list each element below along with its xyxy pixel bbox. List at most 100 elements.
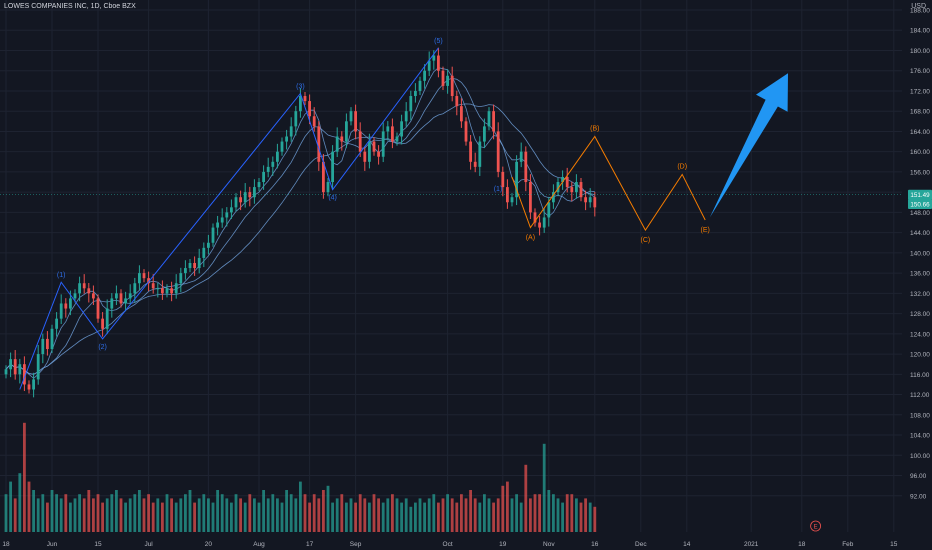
candle-body[interactable] <box>524 151 528 183</box>
candle-body[interactable] <box>202 247 206 258</box>
impulse-wave-line[interactable] <box>19 47 439 390</box>
candle-body[interactable] <box>473 161 477 167</box>
candle-body[interactable] <box>395 136 399 142</box>
candle-body[interactable] <box>179 273 183 284</box>
candle-body[interactable] <box>82 283 86 289</box>
candle-body[interactable] <box>446 75 449 86</box>
candle-body[interactable] <box>225 212 229 218</box>
candle-body[interactable] <box>372 141 376 152</box>
candle-body[interactable] <box>593 197 597 208</box>
candle-body[interactable] <box>59 303 63 319</box>
candle-body[interactable] <box>188 263 192 269</box>
candle-body[interactable] <box>377 151 380 157</box>
symbol-title[interactable]: LOWES COMPANIES INC, 1D, Cboe BZX <box>4 3 136 10</box>
candle-body[interactable] <box>23 364 26 385</box>
candle-body[interactable] <box>432 55 436 61</box>
candle-body[interactable] <box>515 161 518 198</box>
candle-body[interactable] <box>487 111 491 127</box>
candle-body[interactable] <box>110 298 114 309</box>
candle-body[interactable] <box>220 217 224 223</box>
candle-body[interactable] <box>455 96 459 107</box>
candle-body[interactable] <box>538 222 541 228</box>
candle-body[interactable] <box>299 96 302 112</box>
candle-body[interactable] <box>142 273 146 279</box>
candle-body[interactable] <box>115 293 118 299</box>
correction-wave-label[interactable]: (E) <box>701 227 710 234</box>
candle-body[interactable] <box>501 171 505 188</box>
price-axis[interactable]: 188.00 184.00 180.00 176.00 172.00 168.00 164.… <box>0 8 932 501</box>
impulse-wave-label[interactable]: (1) <box>57 272 66 279</box>
candle-body[interactable] <box>588 197 592 203</box>
candle-body[interactable] <box>156 288 160 290</box>
candle-body[interactable] <box>308 101 311 117</box>
candle-body[interactable] <box>423 70 426 81</box>
candle-body[interactable] <box>584 197 587 203</box>
candle-body[interactable] <box>510 197 514 203</box>
candle-body[interactable] <box>460 106 463 122</box>
candle-body[interactable] <box>32 379 35 390</box>
candle-body[interactable] <box>464 121 468 142</box>
candle-body[interactable] <box>575 182 578 193</box>
candle-body[interactable] <box>207 242 210 248</box>
candle-body[interactable] <box>354 111 357 132</box>
candle-body[interactable] <box>326 182 330 193</box>
candle-body[interactable] <box>409 96 413 112</box>
candle-body[interactable] <box>197 257 201 269</box>
candle-body[interactable] <box>478 141 482 167</box>
candle-body[interactable] <box>78 283 81 294</box>
candle-body[interactable] <box>4 369 8 375</box>
candle-body[interactable] <box>13 359 17 375</box>
candle-body[interactable] <box>46 338 49 350</box>
candle-body[interactable] <box>9 359 12 370</box>
candle-body[interactable] <box>441 70 445 86</box>
candle-body[interactable] <box>565 176 569 188</box>
candle-body[interactable] <box>335 136 339 152</box>
candle-body[interactable] <box>216 222 219 228</box>
correction-wave-line[interactable] <box>511 135 706 232</box>
candle-body[interactable] <box>358 131 362 152</box>
candle-body[interactable] <box>469 141 472 162</box>
candle-body[interactable] <box>124 298 127 304</box>
candle-body[interactable] <box>322 161 325 193</box>
candle-body[interactable] <box>492 111 495 132</box>
candle-body[interactable] <box>450 75 454 97</box>
candle-body[interactable] <box>18 364 22 375</box>
candle-body[interactable] <box>253 187 256 198</box>
candle-body[interactable] <box>381 131 385 157</box>
candle-body[interactable] <box>69 298 72 309</box>
candle-body[interactable] <box>496 131 500 172</box>
candle-body[interactable] <box>184 268 187 274</box>
impulse-wave-label[interactable]: (4) <box>328 195 337 202</box>
earnings-marker-label[interactable]: E <box>814 525 818 531</box>
candle-body[interactable] <box>349 111 353 122</box>
candle-body[interactable] <box>418 80 422 91</box>
candle-body[interactable] <box>303 96 307 102</box>
candle-body[interactable] <box>345 121 348 142</box>
candle-body[interactable] <box>271 161 275 167</box>
candle-body[interactable] <box>331 151 334 183</box>
impulse-wave-label[interactable]: (5) <box>434 38 443 45</box>
correction-wave-label[interactable]: (D) <box>677 163 687 170</box>
candle-body[interactable] <box>483 126 486 142</box>
candle-body[interactable] <box>174 283 178 294</box>
candle-body[interactable] <box>400 121 403 137</box>
candle-body[interactable] <box>55 318 58 329</box>
impulse-wave-label[interactable]: (3) <box>296 83 305 90</box>
candle-body[interactable] <box>50 328 54 350</box>
candle-body[interactable] <box>73 293 77 299</box>
candle-body[interactable] <box>285 136 288 142</box>
candle-body[interactable] <box>552 192 555 203</box>
candle-body[interactable] <box>363 151 367 162</box>
candle-body[interactable] <box>404 111 408 122</box>
candle-body[interactable] <box>579 182 583 198</box>
candle-body[interactable] <box>128 293 132 299</box>
earnings-marker-icon[interactable] <box>810 520 821 532</box>
candle-body[interactable] <box>542 217 546 228</box>
candle-body[interactable] <box>561 176 564 183</box>
candle-body[interactable] <box>266 166 270 172</box>
candle-body[interactable] <box>165 288 169 294</box>
candle-body[interactable] <box>211 227 215 243</box>
candle-body[interactable] <box>133 283 137 294</box>
candle-body[interactable] <box>414 90 417 97</box>
candle-body[interactable] <box>340 136 344 142</box>
